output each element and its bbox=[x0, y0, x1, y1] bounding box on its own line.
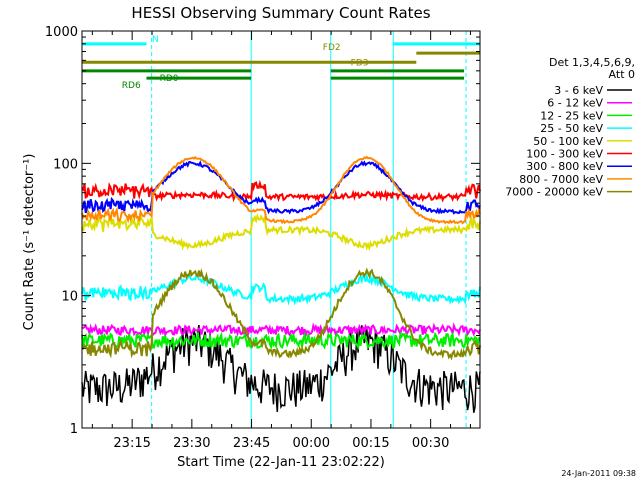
legend-label-1: 6 - 12 keV bbox=[547, 97, 603, 110]
footer-date: 24-Jan-2011 09:38 bbox=[561, 469, 636, 478]
mode-bar-label-rd6: RD6 bbox=[122, 81, 141, 91]
series-line-4 bbox=[81, 212, 481, 252]
plot-frame bbox=[81, 30, 481, 429]
legend-label-2: 12 - 25 keV bbox=[540, 109, 603, 122]
series-line-6 bbox=[81, 160, 481, 215]
legend-label-6: 300 - 800 keV bbox=[526, 160, 603, 173]
x-tick-label-5: 00:30 bbox=[412, 436, 449, 451]
series-line-3 bbox=[81, 272, 481, 306]
legend-header-1: Att 0 bbox=[609, 68, 635, 81]
legend-label-8: 7000 - 20000 keV bbox=[505, 186, 603, 199]
mode-bars: N FD2 FD3 RD0 RD6 bbox=[82, 35, 480, 91]
mode-bar-label-fd3: FD3 bbox=[351, 58, 369, 68]
legend-label-4: 50 - 100 keV bbox=[533, 135, 603, 148]
axes: 1000 100 10 1 23:15 23:30 23:45 00:00 00:15 00:30 bbox=[45, 25, 481, 451]
series-line-0 bbox=[81, 324, 481, 413]
series-lines bbox=[81, 155, 481, 413]
x-axis-label: Start Time (22-Jan-11 23:02:22) bbox=[177, 455, 385, 470]
series-line-5 bbox=[81, 179, 481, 203]
y-tick-label-2: 10 bbox=[61, 290, 78, 305]
series-line-8 bbox=[81, 267, 481, 361]
chart-title: HESSI Observing Summary Count Rates bbox=[131, 4, 430, 22]
y-tick-label-3: 1 bbox=[70, 422, 78, 437]
y-tick-label-1: 100 bbox=[53, 157, 78, 172]
y-axis-label: Count Rate (s⁻¹ detector⁻¹) bbox=[22, 154, 37, 331]
x-tick-label-2: 23:45 bbox=[233, 436, 270, 451]
series-line-7 bbox=[81, 155, 481, 225]
legend-label-0: 3 - 6 keV bbox=[554, 84, 603, 97]
mode-bar-label-rd0: RD0 bbox=[160, 74, 179, 84]
legend-label-5: 100 - 300 keV bbox=[526, 148, 603, 161]
legend-label-7: 800 - 7000 keV bbox=[519, 173, 603, 186]
legend-label-3: 25 - 50 keV bbox=[540, 122, 603, 135]
x-tick-label-0: 23:15 bbox=[113, 436, 150, 451]
mode-bar-label-n: N bbox=[152, 35, 159, 45]
series-line-1 bbox=[81, 322, 481, 339]
mode-bar-label-fd2: FD2 bbox=[323, 43, 341, 53]
x-tick-label-3: 00:00 bbox=[293, 436, 330, 451]
legend-header-0: Det 1,3,4,5,6,9, bbox=[549, 56, 635, 69]
y-tick-label-0: 1000 bbox=[45, 25, 78, 40]
x-tick-label-4: 00:15 bbox=[352, 436, 389, 451]
x-tick-label-1: 23:30 bbox=[173, 436, 210, 451]
series-line-2 bbox=[81, 330, 481, 351]
